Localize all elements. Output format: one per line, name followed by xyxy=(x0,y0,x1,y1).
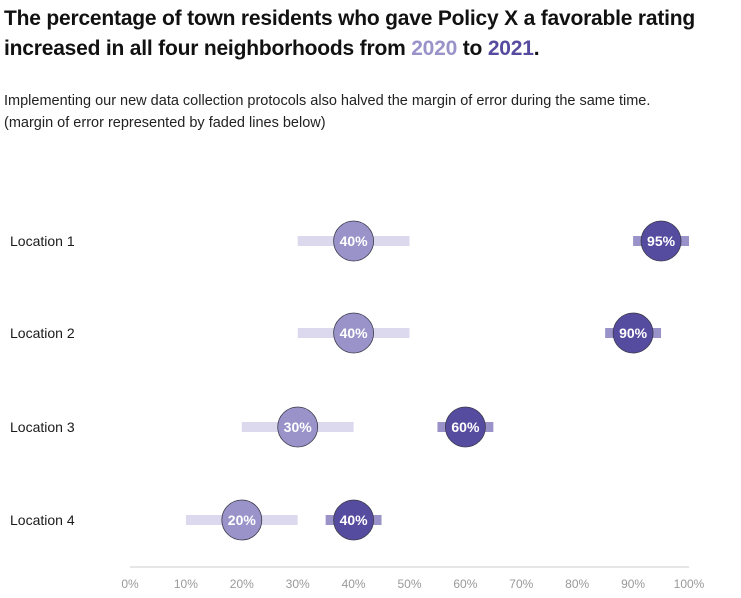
title-connector: to xyxy=(462,37,483,60)
dot-2021 xyxy=(333,499,375,541)
chart-subtitle: Implementing our new data collection pro… xyxy=(4,90,739,134)
row-label: Location 4 xyxy=(10,512,75,528)
x-tick-label: 60% xyxy=(453,577,477,591)
title-year-2021: 2021 xyxy=(487,37,534,60)
dot-2021 xyxy=(612,312,654,354)
x-tick-label: 0% xyxy=(121,577,139,591)
dot-label-2020: 40% xyxy=(340,325,369,341)
x-tick-label: 20% xyxy=(230,577,254,591)
dot-2020 xyxy=(333,312,375,354)
title-period: . xyxy=(533,37,540,60)
dot-2020 xyxy=(333,220,375,262)
chart-title: The percentage of town residents who gav… xyxy=(4,4,739,64)
x-tick-label: 40% xyxy=(342,577,366,591)
row-label: Location 3 xyxy=(10,419,75,435)
dot-label-2021: 40% xyxy=(340,512,369,528)
x-tick-label: 90% xyxy=(621,577,645,591)
dot-label-2021: 60% xyxy=(451,419,480,435)
subtitle-line-1: Implementing our new data collection pro… xyxy=(4,93,651,109)
title-line-1: The percentage of town residents who gav… xyxy=(4,7,696,30)
x-tick-label: 50% xyxy=(397,577,421,591)
x-tick-label: 100% xyxy=(674,577,705,591)
x-tick-label: 30% xyxy=(286,577,310,591)
dot-2021 xyxy=(640,220,682,262)
dot-label-2020: 30% xyxy=(284,419,313,435)
dot-2020 xyxy=(221,499,263,541)
x-tick-label: 70% xyxy=(509,577,533,591)
title-line-2-prefix: increased in all four neighborhoods from xyxy=(4,37,406,60)
dot-2020 xyxy=(277,406,319,448)
dot-label-2021: 95% xyxy=(647,233,676,249)
title-year-2020: 2020 xyxy=(411,37,458,60)
dot-label-2020: 20% xyxy=(228,512,257,528)
x-tick-label: 10% xyxy=(174,577,198,591)
row-label: Location 1 xyxy=(10,233,75,249)
subtitle-line-2: (margin of error represented by faded li… xyxy=(4,115,326,131)
dot-label-2020: 40% xyxy=(340,233,369,249)
row-label: Location 2 xyxy=(10,325,75,341)
x-tick-label: 80% xyxy=(565,577,589,591)
dot-2021 xyxy=(444,406,486,448)
dot-label-2021: 90% xyxy=(619,325,648,341)
